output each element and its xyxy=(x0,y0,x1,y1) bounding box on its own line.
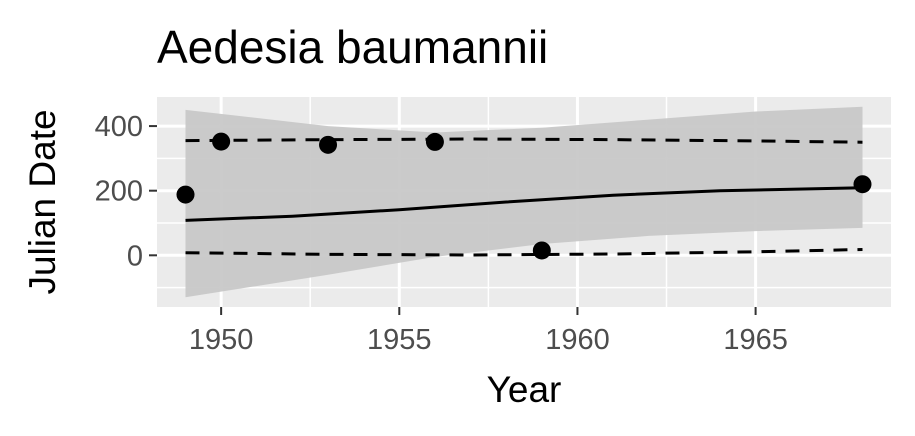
x-tick-label: 1955 xyxy=(367,324,432,356)
x-axis: 1950 1955 1960 1965 xyxy=(189,307,788,356)
y-axis-title: Julian Date xyxy=(22,109,63,294)
x-axis-title: Year xyxy=(487,369,562,410)
trend-line xyxy=(185,186,863,222)
y-axis: 0 200 400 xyxy=(95,111,157,272)
chart-title: Aedesia baumannii xyxy=(157,21,548,73)
x-tick-label: 1950 xyxy=(189,324,254,356)
data-point xyxy=(319,135,338,154)
data-point xyxy=(212,132,231,151)
data-point xyxy=(853,175,872,194)
data-point xyxy=(532,241,551,260)
lines-layer xyxy=(185,137,863,257)
y-tick-label: 400 xyxy=(95,111,143,143)
x-tick-label: 1965 xyxy=(723,324,788,356)
y-tick-label: 0 xyxy=(127,240,143,272)
x-tick-label: 1960 xyxy=(545,324,610,356)
points-layer xyxy=(176,132,872,260)
lower-quantile-line xyxy=(185,247,863,257)
upper-quantile-line xyxy=(185,137,863,144)
data-point xyxy=(176,185,195,204)
data-point xyxy=(425,132,444,151)
y-tick-label: 200 xyxy=(95,176,143,208)
